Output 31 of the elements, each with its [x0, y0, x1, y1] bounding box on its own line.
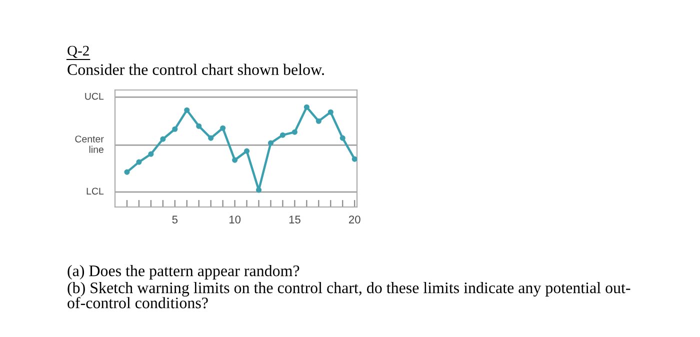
- point: [208, 135, 214, 141]
- chart-subtitle: Consider the control chart shown below.: [68, 64, 324, 76]
- point: [352, 156, 357, 162]
- text: (a) Does the pattern appear random?: [68, 265, 300, 280]
- ref-line-label: LCL: [86, 188, 104, 195]
- point: [292, 129, 298, 135]
- point: [340, 135, 346, 141]
- point: [172, 126, 178, 132]
- point: [220, 125, 226, 131]
- x-tick-label: 15: [289, 216, 300, 224]
- point: [148, 151, 154, 157]
- point: [124, 169, 130, 175]
- ref-line-label: Center line: [75, 136, 104, 153]
- x-tick-label: 5: [172, 216, 178, 224]
- point: [316, 118, 322, 124]
- x-tick-label: 10: [229, 216, 241, 224]
- point: [280, 132, 286, 138]
- point: [196, 123, 202, 129]
- point: [328, 109, 334, 115]
- ref-line-label: UCL: [85, 92, 104, 100]
- text: (b) Sketch warning limits on the control chart, do these limits indicate any potential out- of-control conditions?: [68, 282, 630, 308]
- point: [268, 140, 274, 146]
- point: [184, 107, 190, 113]
- chart-title: Q-2: [68, 46, 89, 58]
- point: [232, 157, 238, 163]
- point: [136, 159, 142, 165]
- x-tick-label: 20: [348, 216, 360, 224]
- point: [244, 148, 250, 154]
- point: [304, 104, 310, 110]
- point: [256, 187, 262, 193]
- point: [160, 136, 166, 142]
